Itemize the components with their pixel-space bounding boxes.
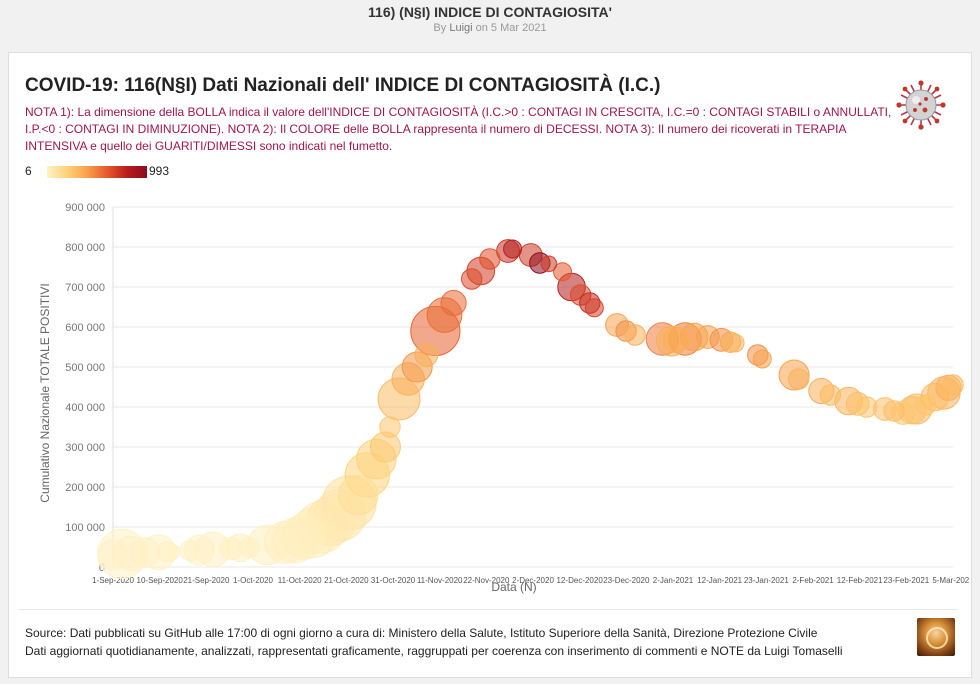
source-line-2: Dati aggiornati quotidianamente, analizz…: [25, 644, 843, 658]
bubble-point: [337, 474, 379, 516]
chart-card: COVID-19: 116(N§I) Dati Nazionali dell' …: [8, 52, 972, 678]
x-tick-label: 23-Jan-2021: [744, 576, 789, 585]
chart-title: COVID-19: 116(N§I) Dati Nazionali dell' …: [25, 75, 661, 96]
bubble-point: [819, 384, 842, 406]
bubble-point: [624, 324, 646, 346]
bubble-point: [163, 543, 181, 561]
bubble-point: [461, 268, 483, 290]
x-tick-label: 21-Oct-2020: [324, 576, 369, 585]
author-link[interactable]: Luigi: [449, 22, 473, 34]
bubble-point: [856, 396, 878, 418]
bubble-point: [379, 416, 401, 438]
bubble-point: [553, 262, 573, 282]
x-tick-label: 23-Feb-2021: [883, 576, 929, 585]
x-axis-label: Data (N): [491, 580, 536, 594]
y-tick-label: 400 000: [65, 402, 105, 414]
bubble-point: [479, 248, 501, 270]
bubble-point: [414, 343, 439, 367]
bubble-point: [725, 333, 745, 353]
bubble-point: [129, 537, 161, 569]
coronavirus-icon: [896, 80, 946, 130]
y-tick-label: 200 000: [65, 482, 105, 494]
x-tick-label: 21-Sep-2020: [183, 576, 230, 585]
bubble-point: [787, 368, 810, 390]
x-tick-label: 12-Feb-2021: [837, 576, 883, 585]
x-tick-label: 11-Oct-2020: [278, 576, 322, 585]
x-tick-label: 1-Sep-2020: [92, 576, 134, 585]
page-header: 116) (N§I) INDICE DI CONTAGIOSITA' By Lu…: [0, 0, 980, 34]
x-tick-label: 2-Feb-2021: [792, 576, 834, 585]
x-tick-label: 1-Oct-2020: [233, 576, 274, 585]
x-tick-label: 12-Jan-2021: [697, 576, 742, 585]
bubble-point: [238, 536, 260, 559]
y-tick-label: 700 000: [65, 282, 105, 294]
bubble-point: [540, 255, 558, 273]
page-title: 116) (N§I) INDICE DI CONTAGIOSITA': [368, 4, 612, 20]
y-tick-label: 300 000: [65, 442, 105, 454]
bubble-point: [584, 298, 604, 318]
chart-notes: NOTA 1): La dimensione della BOLLA indic…: [25, 105, 892, 153]
bubble-point: [883, 400, 905, 422]
author-logo-icon[interactable]: [917, 618, 955, 656]
x-tick-label: 10-Sep-2020: [137, 576, 184, 585]
byline-date: on 5 Mar 2021: [475, 22, 547, 34]
y-axis-label: Cumulativo Nazionale TOTALE POSITIVI: [38, 283, 52, 502]
x-axis-ticks: 1-Sep-2020 10-Sep-2020 21-Sep-2020 1-Oct-20…: [92, 576, 969, 585]
byline: By Luigi on 5 Mar 2021: [0, 22, 980, 34]
legend-max-label: 993: [149, 164, 170, 178]
y-tick-label: 600 000: [65, 322, 105, 334]
y-tick-label: 500 000: [65, 362, 105, 374]
legend-min-label: 6: [25, 164, 32, 178]
byline-prefix: By: [433, 22, 447, 34]
y-tick-label: 100 000: [65, 522, 105, 534]
x-tick-label: 12-Dec-2020: [557, 576, 604, 585]
bubble-point: [179, 539, 201, 562]
y-tick-label: 900 000: [65, 202, 105, 214]
source-line-1: Source: Dati pubblicati su GitHub alle 1…: [25, 626, 818, 640]
footer-divider: [19, 609, 957, 610]
bubble-point: [942, 374, 964, 396]
bubble-point: [503, 239, 523, 259]
x-tick-label: 2-Dec-2020: [512, 576, 554, 585]
bubble-point: [440, 289, 467, 317]
x-tick-label: 23-Dec-2020: [603, 576, 650, 585]
bubbles: [96, 239, 964, 579]
x-tick-label: 5-Mar-2021: [932, 576, 969, 585]
legend-gradient-bar: [47, 166, 147, 178]
bubble-point: [752, 349, 772, 369]
bubble-point: [915, 394, 937, 416]
x-tick-label: 11-Nov-2020: [417, 576, 463, 585]
y-tick-label: 800 000: [65, 242, 105, 254]
x-tick-label: 22-Nov-2020: [463, 576, 510, 585]
source-text: Source: Dati pubblicati su GitHub alle 1…: [25, 624, 843, 660]
x-tick-label: 31-Oct-2020: [371, 576, 416, 585]
x-tick-label: 2-Jan-2021: [653, 576, 694, 585]
bubble-point: [662, 326, 690, 353]
bubble-point: [97, 539, 129, 571]
